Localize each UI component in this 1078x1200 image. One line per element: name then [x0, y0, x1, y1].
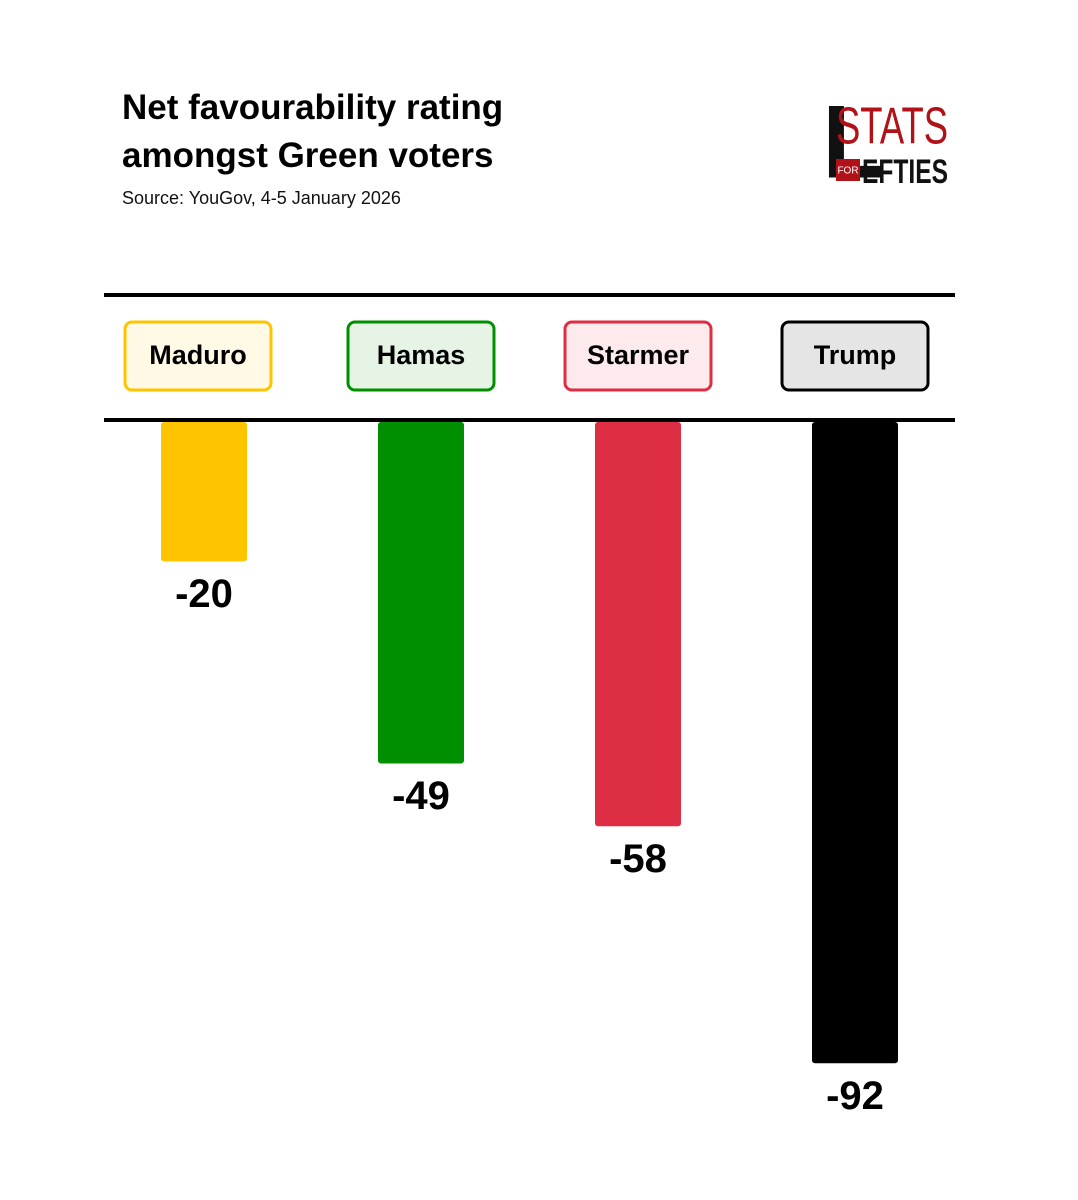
- category-box: [346, 320, 496, 392]
- category-label: Trump: [814, 340, 897, 370]
- value-label: -58: [609, 837, 667, 881]
- category-box: [563, 320, 713, 392]
- logo-badge-bg: [836, 159, 860, 181]
- bar: [161, 422, 247, 562]
- chart-subtitle: Source: YouGov, 4-5 January 2026: [122, 188, 401, 208]
- logo-badge: FOR: [837, 166, 858, 177]
- bar: [595, 422, 681, 827]
- category-box: [780, 320, 930, 392]
- logo-bottom: EFTIES: [862, 153, 948, 191]
- value-label: -92: [826, 1074, 884, 1118]
- chart-title: Net favourability rating amongst Green v…: [122, 88, 504, 175]
- logo: L STATS FOR EFTIES: [822, 84, 948, 200]
- bar: [378, 422, 464, 764]
- category-box: [123, 320, 273, 392]
- value-label: -20: [175, 572, 233, 616]
- category-label: Maduro: [149, 340, 247, 370]
- value-label: -49: [392, 774, 450, 818]
- category-label: Starmer: [587, 340, 690, 370]
- logo-letter: L: [822, 84, 886, 200]
- category-label: Hamas: [377, 340, 466, 370]
- logo-top: STATS: [836, 98, 948, 156]
- bar: [812, 422, 898, 1064]
